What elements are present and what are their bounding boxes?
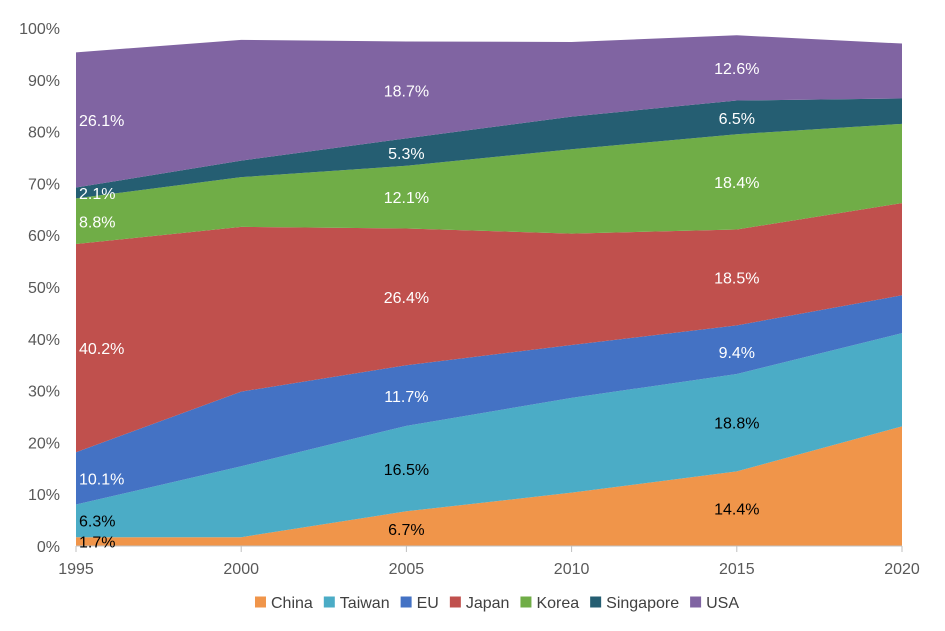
area-japan [76,203,902,453]
y-tick-label: 10% [28,487,60,504]
data-label-taiwan: 16.5% [384,462,429,479]
y-tick-label: 20% [28,435,60,452]
y-tick-label: 70% [28,176,60,193]
legend-label-japan: Japan [466,595,510,612]
y-tick-label: 60% [28,228,60,245]
data-label-japan: 18.5% [714,271,759,288]
data-label-singapore: 5.3% [388,146,424,163]
legend-swatch-japan [449,596,461,608]
legend: China Taiwan EU Japan Korea Singapore USA [254,595,739,612]
x-tick-label: 2010 [554,561,590,578]
data-label-usa: 26.1% [79,113,124,130]
legend-label-korea: Korea [536,595,579,612]
y-tick-label: 50% [28,280,60,297]
x-tick-label: 2000 [223,561,259,578]
data-label-japan: 40.2% [79,341,124,358]
x-tick-label: 1995 [58,561,94,578]
area-korea [76,123,902,245]
legend-label-china: China [271,595,313,612]
data-label-eu: 11.7% [384,389,428,406]
y-tick-label: 90% [28,73,60,90]
data-label-eu: 9.4% [719,345,755,362]
data-label-usa: 12.6% [714,61,759,78]
y-tick-label: 80% [28,125,60,142]
legend-swatch-china [254,596,266,608]
area-eu [76,295,902,505]
data-label-korea: 18.4% [714,175,759,192]
data-label-taiwan: 18.8% [714,416,759,433]
data-labels: 1.7% 6.7% 14.4% 6.3% 16.5% 18.8% 10.1% 11.7% 9.4… [79,61,759,551]
y-tick-label: 0% [37,539,60,556]
x-tick-label: 2015 [719,561,755,578]
legend-label-taiwan: Taiwan [340,595,390,612]
y-tick-label: 40% [28,332,60,349]
area-china [76,426,902,546]
area-singapore [76,98,902,199]
data-label-korea: 12.1% [384,190,429,207]
legend-swatch-singapore [590,596,602,608]
data-label-china: 1.7% [79,534,115,551]
legend-swatch-korea [520,596,532,608]
legend-label-usa: USA [706,595,739,612]
data-label-japan: 26.4% [384,290,429,307]
y-tick-label: 30% [28,384,60,401]
data-label-singapore: 6.5% [719,111,755,128]
data-label-usa: 18.7% [384,84,429,101]
data-label-china: 14.4% [714,502,759,519]
x-tick-label: 2005 [389,561,425,578]
data-label-china: 6.7% [388,522,424,539]
area-taiwan [76,333,902,538]
legend-swatch-taiwan [323,596,335,608]
legend-label-singapore: Singapore [606,595,679,612]
data-label-korea: 8.8% [79,215,115,232]
data-label-eu: 10.1% [79,472,124,489]
area-usa [76,35,902,188]
area-layers [76,35,902,546]
data-label-singapore: 2.1% [79,186,115,203]
legend-swatch-eu [400,596,412,608]
legend-swatch-usa [690,596,702,608]
data-label-taiwan: 6.3% [79,514,115,531]
x-tick-label: 2020 [884,561,920,578]
axes: 0% 10% 20% 30% 40% 50% 60% 70% 80% 90% 100% 1995 200… [19,21,920,578]
y-tick-label: 100% [19,21,60,38]
legend-label-eu: EU [417,595,439,612]
